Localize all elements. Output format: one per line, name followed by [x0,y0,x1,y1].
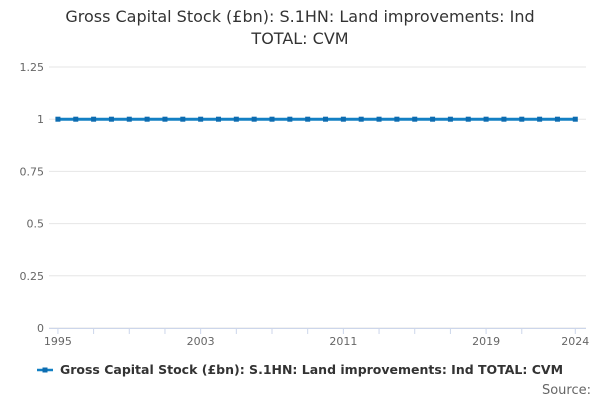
data-point-marker [108,116,114,122]
data-point-marker [537,116,543,122]
data-point-marker [233,116,239,122]
legend: Gross Capital Stock (£bn): S.1HN: Land i… [0,362,600,377]
legend-item[interactable]: Gross Capital Stock (£bn): S.1HN: Land i… [36,362,564,377]
chart-title-line-1: Gross Capital Stock (£bn): S.1HN: Land i… [65,7,535,26]
legend-line-marker-icon [36,367,53,372]
data-point-marker [501,116,507,122]
data-point-marker [144,116,150,122]
data-point-marker [126,116,132,122]
data-point-marker [55,116,61,122]
data-point-marker [554,116,560,122]
y-axis-label: 0.75 [20,165,45,178]
y-axis-label: 0 [37,322,44,335]
data-point-marker [340,116,346,122]
data-point-marker [198,116,204,122]
data-point-marker [358,116,364,122]
data-point-marker [162,116,168,122]
data-point-marker [215,116,221,122]
data-point-marker [394,116,400,122]
data-point-marker [376,116,382,122]
chart-title: Gross Capital Stock (£bn): S.1HN: Land i… [0,6,600,50]
data-point-marker [412,116,418,122]
data-point-marker [251,116,257,122]
data-point-marker [323,116,329,122]
data-point-marker [447,116,453,122]
x-axis-label: 2024 [561,335,589,348]
y-axis-label: 0.25 [20,270,45,283]
x-axis-label: 1995 [44,335,72,348]
x-axis-label: 2019 [472,335,500,348]
x-axis-label: 2003 [187,335,215,348]
data-point-marker [269,116,275,122]
data-point-marker [519,116,525,122]
legend-label: Gross Capital Stock (£bn): S.1HN: Land i… [59,362,564,377]
y-axis-label: 1 [37,113,44,126]
y-axis-label: 0.5 [27,218,45,231]
x-axis-label: 2011 [329,335,357,348]
y-axis-label: 1.25 [20,61,45,74]
source-label: Source: [541,383,591,398]
chart-title-line-2: TOTAL: CVM [251,29,349,48]
data-point-marker [91,116,97,122]
data-point-marker [73,116,79,122]
data-point-marker [305,116,311,122]
data-point-marker [287,116,293,122]
data-point-marker [465,116,471,122]
data-point-marker [572,116,578,122]
data-point-marker [430,116,436,122]
data-point-marker [180,116,186,122]
data-point-marker [483,116,489,122]
